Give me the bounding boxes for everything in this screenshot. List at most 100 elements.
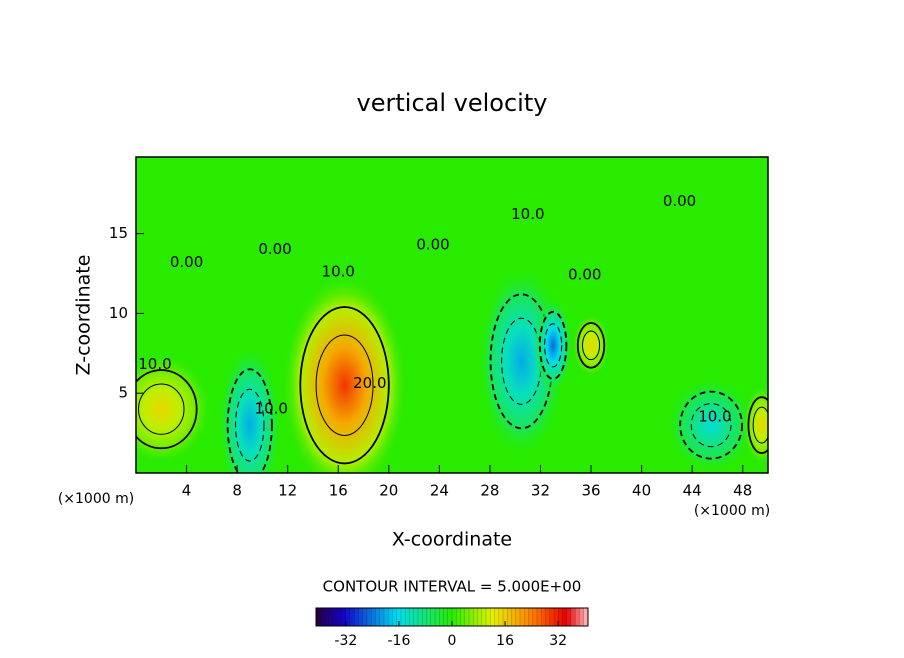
contour-line: [315, 334, 374, 436]
contour-line: [747, 396, 768, 454]
contour-line: [226, 368, 273, 473]
x-tick-label: 48: [733, 482, 752, 500]
y-tick-label: 15: [109, 224, 128, 242]
colorbar-tick-label: 0: [448, 633, 457, 649]
colorbar-cell: [469, 608, 474, 626]
x-tick-label: 28: [480, 482, 499, 500]
contour-label: 10.0: [322, 262, 355, 280]
colorbar-cell: [379, 608, 385, 626]
colorbar-cell: [418, 608, 423, 626]
contour-label: 0.00: [258, 240, 291, 258]
plot-frame: [135, 156, 769, 474]
contour-line: [299, 306, 390, 465]
x-tick-label: 4: [182, 482, 192, 500]
colorbar-tick-label: -16: [387, 633, 410, 649]
colorbar-cell: [392, 608, 398, 626]
colorbar-cell: [409, 608, 415, 626]
y-axis-label: Z-coordinate: [73, 255, 95, 376]
colorbar-cell: [345, 608, 351, 626]
y-tick-label: 5: [118, 384, 128, 402]
colorbar-cell: [571, 608, 576, 626]
colorbar-cell: [426, 608, 432, 626]
colorbar-cell: [541, 608, 546, 626]
colorbar-cell: [532, 608, 538, 626]
colorbar-cell: [583, 608, 589, 626]
field-blob: [742, 385, 768, 466]
colorbar-cell: [520, 608, 525, 626]
colorbar-cell: [430, 608, 436, 626]
x-axis-label: X-coordinate: [392, 529, 512, 551]
colorbar-cell: [477, 608, 483, 626]
contour-line: [136, 369, 198, 450]
field-blob: [218, 345, 282, 473]
colorbar-cell: [320, 608, 325, 626]
colorbar-cell: [350, 608, 355, 626]
colorbar-cell: [324, 608, 330, 626]
colorbar-cell: [545, 608, 551, 626]
colorbar-cell: [460, 608, 466, 626]
colorbar-cell: [498, 608, 504, 626]
colorbar-cell: [337, 608, 342, 626]
x-tick-label: 36: [581, 482, 600, 500]
colorbar-cell: [384, 608, 389, 626]
colorbar-cell: [464, 608, 470, 626]
colorbar-cell: [566, 608, 572, 626]
colorbar-cell: [549, 608, 555, 626]
contour-label: 10.0: [138, 355, 171, 373]
contour-line: [582, 330, 601, 361]
colorbar-cell: [562, 608, 568, 626]
contour-label: 20.0: [353, 374, 386, 392]
contour-label: 10.0: [255, 400, 288, 418]
colorbar-cell: [316, 608, 321, 626]
colorbar-cell: [452, 608, 457, 626]
x-tick-label: 44: [683, 482, 702, 500]
contour-label: 10.0: [698, 408, 731, 426]
contour-line: [752, 406, 768, 444]
colorbar-cell: [511, 608, 517, 626]
colorbar-cell: [515, 608, 521, 626]
contour-label: 0.00: [416, 235, 449, 253]
x-tick-label: 40: [632, 482, 651, 500]
x-tick-label: 20: [379, 482, 398, 500]
contour-label: 0.00: [663, 192, 696, 210]
x-tick-label: 12: [278, 482, 297, 500]
colorbar-cell: [473, 608, 478, 626]
colorbar-cell: [558, 608, 563, 626]
colorbar-cell: [354, 608, 359, 626]
colorbar-cell: [447, 608, 453, 626]
x-unit-left: (×1000 m): [58, 491, 134, 507]
colorbar-cell: [524, 608, 529, 626]
colorbar-cell: [401, 608, 406, 626]
contour-line: [576, 322, 606, 369]
colorbar-cell: [333, 608, 338, 626]
contour-label: 0.00: [568, 266, 601, 284]
contour-line: [538, 310, 568, 380]
colorbar-tick-label: 32: [549, 633, 567, 649]
contour-line: [690, 403, 732, 448]
colorbar-cell: [328, 608, 334, 626]
colorbar-cell: [486, 608, 491, 626]
colorbar-cell: [396, 608, 402, 626]
colorbar-cell: [537, 608, 542, 626]
colorbar-cell: [507, 608, 512, 626]
contour-line: [544, 323, 563, 368]
x-tick-label: 16: [329, 482, 348, 500]
colorbar-cell: [494, 608, 500, 626]
x-unit-right: (×1000 m): [694, 503, 770, 519]
y-tick-label: 10: [109, 304, 128, 322]
x-tick-label: 24: [430, 482, 449, 500]
x-tick-label: 32: [531, 482, 550, 500]
contour-label: 0.00: [170, 253, 203, 271]
colorbar-title: CONTOUR INTERVAL = 5.000E+00: [323, 578, 582, 596]
colorbar-cell: [375, 608, 381, 626]
field-blob: [136, 353, 212, 466]
field: 0.00 10.0 0.00 10.0 20.0 10.0 0.00 10.0 0.00 0.00…: [136, 192, 768, 473]
colorbar-cell: [422, 608, 427, 626]
contour-line: [235, 388, 265, 462]
colorbar-cell: [362, 608, 368, 626]
x-tick-label: 8: [232, 482, 242, 500]
contour-line: [138, 383, 185, 435]
colorbar-cell: [503, 608, 508, 626]
